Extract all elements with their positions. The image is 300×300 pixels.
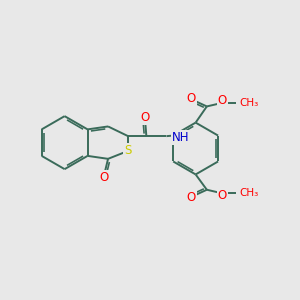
Text: CH₃: CH₃: [240, 98, 259, 108]
Text: O: O: [187, 92, 196, 105]
Text: O: O: [99, 171, 108, 184]
Text: O: O: [187, 191, 196, 204]
Text: S: S: [124, 144, 132, 158]
Text: O: O: [140, 111, 149, 124]
Text: CH₃: CH₃: [240, 188, 259, 198]
Text: O: O: [218, 189, 227, 202]
Text: O: O: [218, 94, 227, 107]
Text: NH: NH: [172, 131, 189, 144]
